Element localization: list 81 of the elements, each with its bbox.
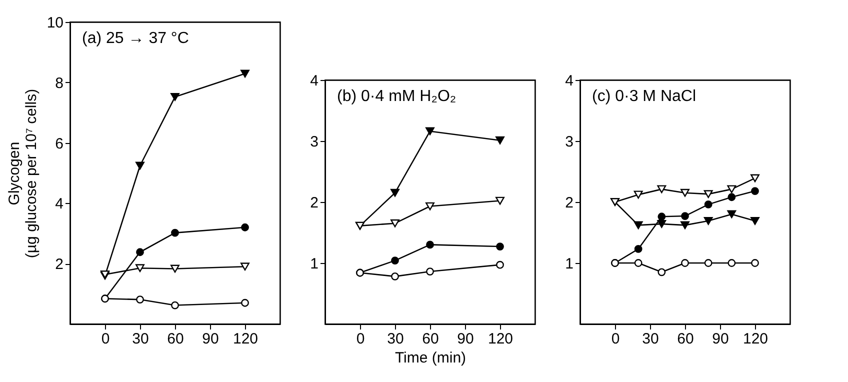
y-tick-label: 1 (310, 256, 318, 272)
point (750, 174, 760, 182)
point (240, 70, 250, 78)
point (680, 221, 690, 230)
y-tick-label: 4 (565, 72, 574, 90)
point (390, 188, 400, 197)
y-tick-label: 8 (55, 74, 64, 92)
point (658, 268, 666, 276)
point (657, 220, 666, 228)
x-tick-label: 60 (677, 330, 694, 348)
point (750, 216, 760, 225)
y-tick-label: 3 (310, 134, 318, 150)
text: (a) 25 → 37 °C (82, 30, 189, 47)
point (680, 188, 690, 197)
x-tick-label: 90 (457, 330, 474, 348)
point (426, 240, 434, 249)
x-tick-label: 30 (642, 330, 659, 348)
point (727, 185, 736, 194)
x-tick-label: 120 (742, 330, 768, 348)
point (391, 272, 399, 280)
y-tick-label: 6 (55, 135, 64, 152)
point (496, 136, 504, 144)
point (634, 221, 643, 230)
x-tick-label: 120 (232, 330, 258, 348)
y-tick-label: 3 (565, 134, 574, 150)
x-tick-label: 30 (132, 330, 149, 348)
point (136, 264, 144, 272)
point (658, 212, 666, 221)
point (751, 187, 759, 195)
point (634, 245, 642, 253)
y-tick-label: 2 (310, 194, 318, 212)
point (681, 259, 689, 267)
x-tick-label: 60 (167, 330, 184, 348)
point (426, 268, 434, 276)
x-tick-label: 0 (356, 330, 365, 348)
x-tick-label: 0 (101, 330, 110, 348)
point (171, 228, 179, 237)
y-tick-label: 4 (310, 72, 318, 90)
point (681, 212, 689, 220)
point (704, 200, 712, 208)
y-axis-title: Glycogen (µg glucose per 10⁷ cells) (6, 88, 40, 258)
y-tick-label: 4 (55, 196, 64, 213)
point (426, 202, 434, 210)
x-tick-label: 120 (488, 330, 514, 348)
point (751, 259, 759, 267)
point (171, 301, 179, 310)
chart-title: (c) 0·3 M NaCl (592, 88, 696, 105)
point (728, 259, 736, 267)
point (241, 223, 249, 232)
point (634, 259, 642, 267)
point (136, 162, 144, 170)
point (496, 260, 504, 269)
point (391, 256, 399, 265)
point (136, 296, 144, 304)
x-tick-label: 90 (202, 330, 219, 348)
chart-title: (b) 0·4 mM H₂O₂ (337, 88, 456, 105)
point (136, 248, 144, 256)
x-tick-label: 60 (422, 330, 439, 348)
point (496, 196, 504, 205)
point (241, 298, 249, 307)
point (240, 262, 250, 271)
x-tick-label: 0 (611, 330, 620, 348)
x-tick-label: 30 (387, 330, 404, 348)
y-tick-label: 2 (55, 256, 64, 274)
point (727, 210, 736, 218)
point (170, 92, 180, 101)
point (704, 259, 712, 267)
y-tick-label: 10 (46, 14, 64, 32)
point (634, 190, 643, 199)
point (728, 193, 736, 202)
point (170, 264, 180, 273)
point (704, 216, 713, 225)
x-axis-title: Time (min) (394, 350, 466, 366)
point (426, 127, 434, 136)
point (496, 242, 504, 250)
point (390, 219, 400, 228)
y-tick-label: 1 (565, 256, 574, 272)
x-tick-label: 90 (712, 330, 729, 348)
y-tick-label: 2 (565, 194, 574, 212)
point (704, 190, 713, 198)
point (657, 185, 666, 194)
